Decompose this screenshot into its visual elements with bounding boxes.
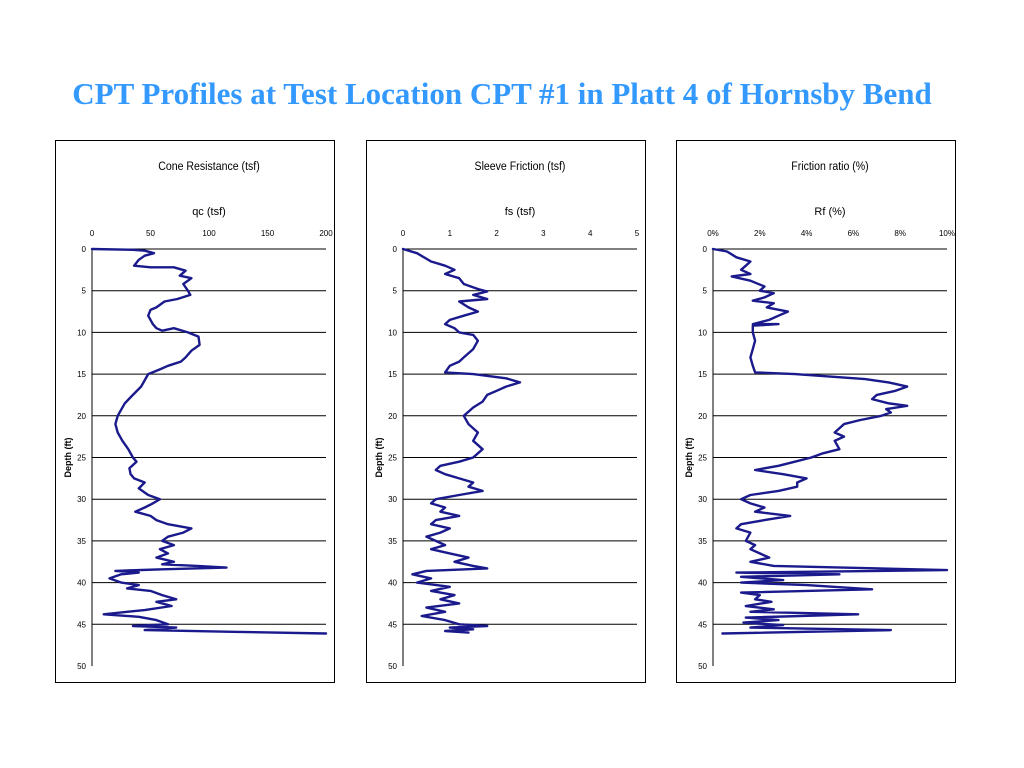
x-tick-label: 150 bbox=[261, 229, 275, 238]
x-tick-label: 2% bbox=[754, 229, 766, 238]
x-tick-label: 3 bbox=[541, 229, 546, 238]
y-tick-label: 10 bbox=[698, 328, 707, 337]
y-axis-label: Depth (ft) bbox=[63, 438, 73, 478]
y-tick-label: 40 bbox=[698, 579, 707, 588]
y-tick-label: 0 bbox=[82, 245, 87, 254]
y-tick-label: 50 bbox=[77, 662, 86, 671]
y-tick-label: 30 bbox=[698, 495, 707, 504]
slide-title: CPT Profiles at Test Location CPT #1 in … bbox=[72, 76, 932, 111]
x-tick-label: 0% bbox=[707, 229, 719, 238]
x-axis-label: qc (tsf) bbox=[192, 206, 226, 218]
x-tick-label: 100 bbox=[202, 229, 216, 238]
y-tick-label: 50 bbox=[698, 662, 707, 671]
x-tick-label: 10% bbox=[939, 229, 955, 238]
x-tick-label: 4 bbox=[588, 229, 593, 238]
x-axis-label: fs (tsf) bbox=[505, 206, 536, 218]
y-tick-label: 45 bbox=[77, 620, 86, 629]
chart-title: Friction ratio (%) bbox=[791, 160, 869, 173]
y-tick-label: 25 bbox=[388, 454, 397, 463]
y-tick-label: 0 bbox=[703, 245, 708, 254]
sleeve-friction-panel: Sleeve Friction (tsf) fs (tsf) 0 1 2 3 4 5 0 5 10 1… bbox=[366, 140, 646, 683]
y-tick-label: 15 bbox=[388, 370, 397, 379]
x-tick-label: 5 bbox=[635, 229, 640, 238]
y-tick-label: 50 bbox=[388, 662, 397, 671]
x-tick-label: 0 bbox=[90, 229, 95, 238]
y-tick-label: 45 bbox=[698, 620, 707, 629]
y-tick-label: 5 bbox=[703, 287, 708, 296]
y-tick-label: 10 bbox=[388, 328, 397, 337]
y-tick-label: 5 bbox=[82, 287, 87, 296]
y-tick-label: 45 bbox=[388, 620, 397, 629]
y-tick-label: 35 bbox=[388, 537, 397, 546]
y-tick-label: 30 bbox=[77, 495, 86, 504]
y-axis-label: Depth (ft) bbox=[374, 438, 384, 478]
x-tick-label: 200 bbox=[319, 229, 333, 238]
x-tick-label: 2 bbox=[494, 229, 499, 238]
y-tick-label: 40 bbox=[77, 579, 86, 588]
data-series-line bbox=[401, 247, 522, 634]
data-series-line bbox=[711, 247, 949, 635]
y-tick-label: 20 bbox=[698, 412, 707, 421]
x-tick-label: 8% bbox=[894, 229, 906, 238]
chart-title: Sleeve Friction (tsf) bbox=[475, 160, 566, 173]
x-axis-label: Rf (%) bbox=[814, 206, 845, 218]
cone-resistance-panel: Cone Resistance (tsf) qc (tsf) 0 50 100 150 20… bbox=[55, 140, 335, 683]
y-tick-label: 20 bbox=[77, 412, 86, 421]
x-tick-label: 6% bbox=[848, 229, 860, 238]
chart-svg: Friction ratio (%) Rf (%) 0% 2% 4% 6% 8% 10% 0 5 1… bbox=[684, 160, 955, 671]
y-axis-label: Depth (ft) bbox=[684, 438, 694, 478]
y-tick-label: 20 bbox=[388, 412, 397, 421]
y-tick-label: 10 bbox=[77, 328, 86, 337]
y-tick-label: 35 bbox=[77, 537, 86, 546]
x-tick-label: 1 bbox=[448, 229, 453, 238]
y-tick-label: 25 bbox=[77, 454, 86, 463]
friction-ratio-panel: Friction ratio (%) Rf (%) 0% 2% 4% 6% 8% 10% 0 5 1… bbox=[676, 140, 956, 683]
y-tick-label: 25 bbox=[698, 454, 707, 463]
chart-svg: Sleeve Friction (tsf)fs (tsf)0 1 2 3 4 505101… bbox=[374, 160, 640, 671]
chart-svg: Cone Resistance (tsf)qc (tsf)0 50 100 150 20… bbox=[63, 160, 333, 671]
y-tick-label: 35 bbox=[698, 537, 707, 546]
chart-title: Cone Resistance (tsf) bbox=[158, 160, 260, 173]
x-tick-label: 4% bbox=[801, 229, 813, 238]
y-tick-label: 0 bbox=[393, 245, 398, 254]
y-tick-label: 30 bbox=[388, 495, 397, 504]
y-tick-label: 40 bbox=[388, 579, 397, 588]
y-tick-label: 15 bbox=[698, 370, 707, 379]
y-tick-label: 5 bbox=[393, 287, 398, 296]
y-tick-label: 15 bbox=[77, 370, 86, 379]
x-tick-label: 0 bbox=[401, 229, 406, 238]
data-series-line bbox=[90, 247, 328, 635]
x-tick-label: 50 bbox=[146, 229, 155, 238]
